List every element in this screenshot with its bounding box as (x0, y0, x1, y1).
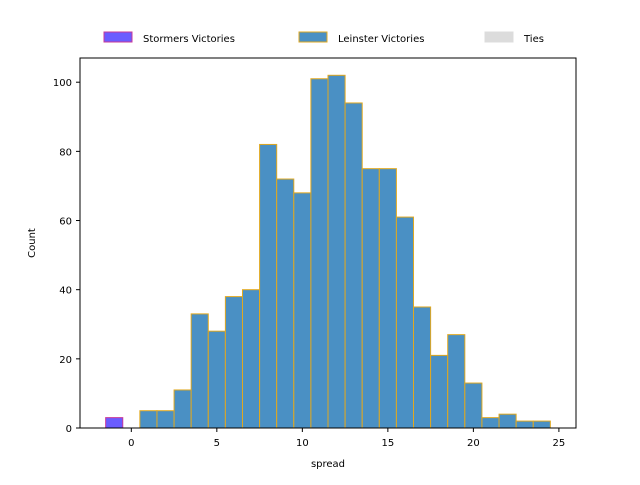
histogram-bar (276, 178, 295, 429)
legend: Stormers Victories Leinster Victories Ties (103, 31, 544, 45)
histogram-bar (532, 420, 551, 429)
histogram-bar (241, 289, 261, 429)
legend-item: Leinster Victories (298, 31, 424, 45)
histogram-bar (447, 334, 466, 429)
x-tick-label: 5 (214, 438, 220, 449)
histogram-bar (413, 306, 432, 429)
histogram-bar (395, 216, 415, 429)
histogram-bar (430, 354, 449, 429)
x-tick-label: 10 (296, 438, 309, 449)
histogram-bar (464, 382, 483, 429)
histogram-bar (293, 192, 312, 429)
histogram-bar (378, 168, 397, 429)
y-tick-label: 80 (59, 147, 72, 158)
histogram-bar (207, 330, 226, 429)
y-tick-label: 20 (59, 355, 72, 366)
histogram-bar (310, 78, 329, 429)
axes-layer: 0 5 10 15 20 25 0 20 40 60 80 100 (53, 57, 577, 449)
x-tick-label: 0 (128, 438, 134, 449)
histogram-bar (344, 102, 363, 429)
legend-item: Ties (484, 31, 544, 45)
histogram-bar (361, 168, 380, 429)
histogram-bar (190, 313, 209, 429)
x-axis-label: spread (311, 459, 345, 470)
histogram-bar (224, 296, 243, 429)
histogram-bar (259, 143, 278, 429)
histogram-bar (327, 74, 346, 429)
x-tick-label: 15 (381, 438, 394, 449)
histogram-bar (139, 410, 158, 429)
legend-swatch (298, 31, 328, 43)
legend-label: Ties (523, 34, 544, 45)
legend-swatch (484, 31, 514, 43)
histogram-bar (515, 420, 534, 429)
histogram-bar (105, 417, 124, 429)
y-tick-label: 100 (53, 78, 72, 89)
y-axis-label: Count (27, 228, 38, 258)
histogram-bar (498, 413, 517, 429)
x-tick-label: 25 (553, 438, 566, 449)
y-tick-label: 40 (59, 286, 72, 297)
plot-frame (79, 57, 577, 429)
legend-label: Leinster Victories (338, 34, 424, 45)
legend-item: Stormers Victories (103, 31, 235, 45)
histogram-bar (156, 410, 175, 429)
y-tick-label: 0 (66, 424, 72, 435)
legend-swatch (103, 31, 133, 43)
histogram-bar (173, 389, 192, 429)
x-tick-label: 20 (467, 438, 480, 449)
histogram-bar (481, 417, 500, 429)
legend-label: Stormers Victories (143, 34, 235, 45)
y-tick-label: 60 (59, 217, 72, 228)
bars-layer (105, 74, 551, 429)
